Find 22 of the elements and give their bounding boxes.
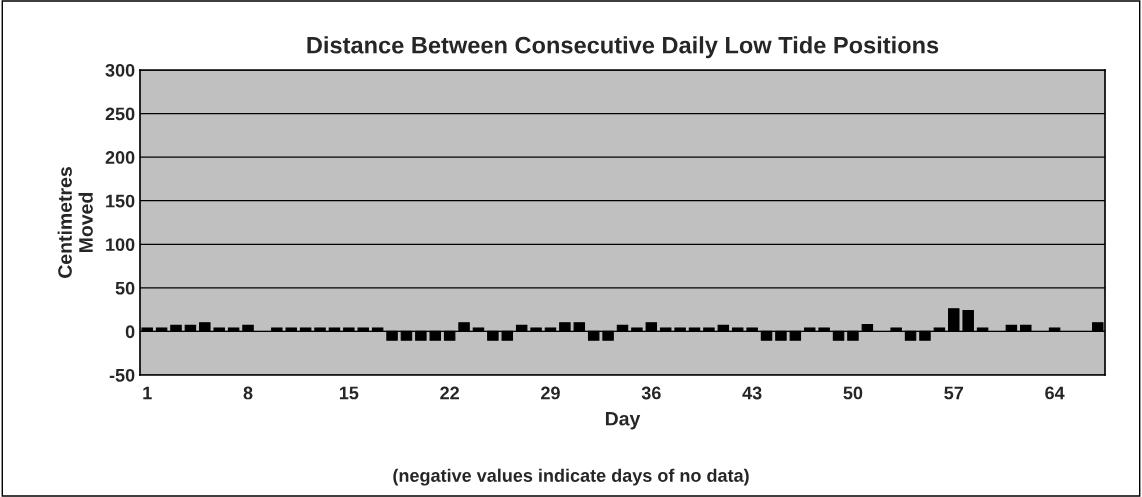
text: (negative values indicate days of no data) (393, 468, 749, 486)
y-tick-label: 150 (106, 194, 135, 208)
x-tick-label: 43 (742, 386, 762, 400)
chart-title: Distance Between Consecutive Daily Low Tide Positions (307, 36, 939, 59)
x-tick-label: 57 (944, 386, 964, 400)
x-tick-label: 50 (843, 386, 863, 400)
y-tick-label: -50 (109, 368, 135, 382)
y-tick-label: 100 (106, 238, 135, 252)
x-tick-label: 22 (440, 386, 459, 400)
x-tick-label: 36 (641, 386, 661, 400)
x-tick-label: 29 (541, 386, 560, 400)
x-axis-title: Day (605, 411, 641, 430)
y-tick-label: 0 (125, 325, 135, 339)
y-tick-label: 50 (115, 281, 135, 295)
y-tick-label: 200 (105, 151, 135, 164)
x-tick-label: 1 (143, 386, 152, 400)
y-axis-title: Centimetres Moved (57, 167, 93, 278)
x-tick-label: 15 (339, 386, 359, 400)
x-tick-label: 64 (1045, 386, 1065, 400)
x-tick-label: 8 (243, 386, 253, 400)
y-tick-label: 250 (105, 107, 135, 121)
y-tick-label: 300 (105, 63, 135, 77)
